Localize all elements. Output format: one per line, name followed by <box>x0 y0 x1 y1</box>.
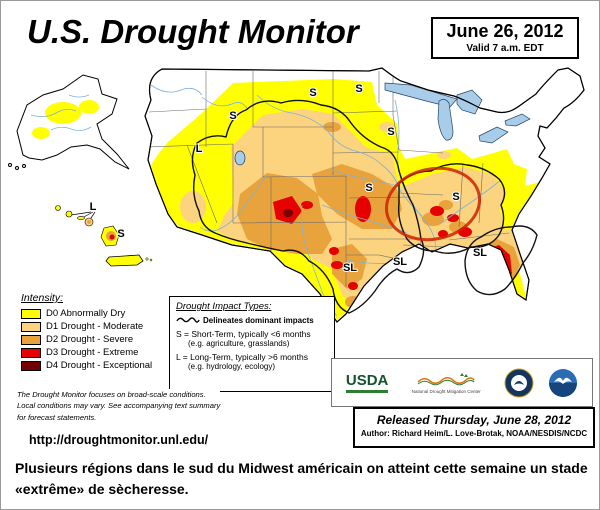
delineates-text: Delineates dominant impacts <box>203 315 314 325</box>
legend-label: D0 Abnormally Dry <box>46 308 126 319</box>
d1-swatch <box>21 321 41 332</box>
page-title: U.S. Drought Monitor <box>27 13 359 50</box>
impact-label: SL <box>343 262 357 274</box>
disclaimer: The Drought Monitor focuses on broad-sca… <box>17 389 221 424</box>
logos-box: USDA National Drought Mitigation Center <box>331 358 593 407</box>
impact-label: S <box>387 126 394 138</box>
impact-label: S <box>117 228 124 240</box>
valid-time: Valid 7 a.m. EDT <box>466 43 544 54</box>
d2-swatch <box>21 334 41 345</box>
squiggle-icon <box>176 317 200 323</box>
conus-map: S S S L S S S SL SL SL L S <box>89 67 585 323</box>
rivers <box>150 84 502 317</box>
d4-swatch <box>21 360 41 371</box>
legend-item-d3: D3 Drought - Extreme <box>21 346 152 359</box>
legend-label: D3 Drought - Extreme <box>46 347 139 358</box>
usda-logo: USDA <box>345 372 389 393</box>
disclaimer-line-2: Local conditions may vary. See accompany… <box>17 401 221 411</box>
alaska-inset <box>8 74 130 170</box>
legend-title: Intensity: <box>21 292 64 304</box>
impact-types-box: Drought Impact Types: Delineates dominan… <box>169 296 335 392</box>
legend-item-d2: D2 Drought - Severe <box>21 333 152 346</box>
impact-labels: S S S L S S S SL SL SL L S <box>89 82 489 275</box>
impact-label: SL <box>393 256 407 268</box>
d0-swatch <box>21 308 41 319</box>
impact-area-outlines <box>191 99 538 314</box>
impact-label: S <box>355 83 362 95</box>
release-date: Released Thursday, June 28, 2012 <box>376 413 572 427</box>
impact-label: S <box>229 110 236 122</box>
impact-label: S <box>309 87 316 99</box>
impact-label: S <box>452 191 459 203</box>
disclaimer-line-1: The Drought Monitor focuses on broad-sca… <box>17 390 206 399</box>
impact-label: L <box>196 143 203 155</box>
release-box: Released Thursday, June 28, 2012 Author:… <box>353 407 595 448</box>
us-drought-map: S S S L S S S SL SL SL L S <box>8 67 585 323</box>
legend-label: D4 Drought - Exceptional <box>46 360 153 371</box>
legend-item-d4: D4 Drought - Exceptional <box>21 359 152 372</box>
impact-types-title: Drought Impact Types: <box>176 301 272 312</box>
impact-label: SL <box>473 247 487 259</box>
ndmc-graphic <box>417 372 475 385</box>
legend-item-d0: D0 Abnormally Dry <box>21 307 152 320</box>
author-line: Author: Richard Heim/L. Love-Brotak, NOA… <box>360 429 588 438</box>
short-term-line: S = Short-Term, typically <6 months <box>176 329 311 339</box>
ndmc-logo: National Drought Mitigation Center <box>402 372 490 394</box>
legend-label: D2 Drought - Severe <box>46 334 134 345</box>
long-term-line: L = Long-Term, typically >6 months <box>176 352 308 362</box>
midwest-highlight-circle <box>384 166 482 242</box>
commerce-seal-logo <box>504 368 534 397</box>
great-salt-lake <box>234 150 246 166</box>
map-date: June 26, 2012 <box>446 21 564 41</box>
short-term-example: (e.g. agriculture, grasslands) <box>188 339 290 348</box>
d3-swatch <box>21 347 41 358</box>
noaa-logo <box>549 368 578 397</box>
delineates-row: Delineates dominant impacts <box>176 315 328 325</box>
caption: Plusieurs régions dans le sud du Midwest… <box>15 460 588 497</box>
long-term-example: (e.g. hydrology, ecology) <box>188 362 276 371</box>
legend-item-d1: D1 Drought - Moderate <box>21 320 152 333</box>
puerto-rico-inset <box>105 254 153 267</box>
ndmc-label: National Drought Mitigation Center <box>411 388 481 394</box>
legend-label: D1 Drought - Moderate <box>46 321 144 332</box>
drought-monitor-url: http://droughtmonitor.unl.edu/ <box>29 433 209 447</box>
intensity-legend: Intensity: D0 Abnormally Dry D1 Drought … <box>21 292 153 372</box>
date-box: June 26, 2012 Valid 7 a.m. EDT <box>431 17 579 59</box>
hawaii-inset <box>55 205 120 247</box>
disclaimer-line-3: for forecast statements. <box>17 412 97 422</box>
impact-label: L <box>90 201 97 213</box>
impact-label: S <box>365 182 372 194</box>
great-lakes <box>384 82 531 144</box>
